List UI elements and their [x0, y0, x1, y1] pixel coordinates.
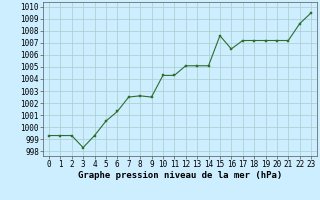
- X-axis label: Graphe pression niveau de la mer (hPa): Graphe pression niveau de la mer (hPa): [78, 171, 282, 180]
